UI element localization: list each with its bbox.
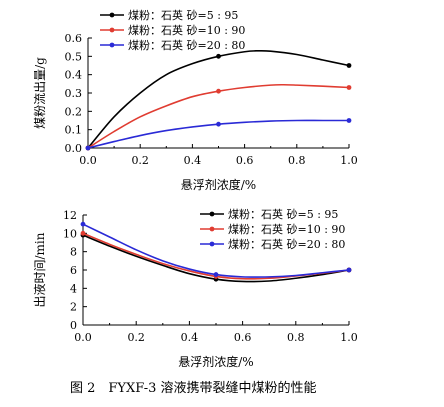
top-x-tick-label: 0.6 bbox=[236, 154, 254, 167]
bottom-x-tick-label: 0.2 bbox=[127, 331, 145, 344]
top-y-tick-label: 0.2 bbox=[65, 105, 83, 118]
top-y-tick-label: 0.4 bbox=[65, 69, 83, 82]
bottom-y-tick-label: 0 bbox=[70, 319, 77, 332]
top-x-tick-label: 1.0 bbox=[340, 154, 358, 167]
bottom-x-tick-label: 0.6 bbox=[234, 331, 252, 344]
top-data-point-2 bbox=[216, 88, 221, 94]
top-y-tick-label: 0.6 bbox=[65, 32, 83, 45]
top-y-axis-label: 煤粉流出量/g bbox=[33, 57, 47, 129]
chart-liquid-outflow-time: 0.0 0.2 0.4 0.6 0.8 1.0 0 2 4 6 8 10 12 悬浮剂浓度/% 出液时间/m… bbox=[32, 207, 358, 369]
top-y-tick-label: 0.3 bbox=[65, 87, 83, 100]
top-data-point-2 bbox=[346, 85, 352, 90]
top-legend-marker-2 bbox=[109, 27, 115, 33]
top-x-tick-label: 0.0 bbox=[79, 154, 97, 167]
bottom-legend-label-1: 煤粉：石英 砂=5 : 95 bbox=[228, 207, 338, 221]
top-legend-label-1: 煤粉：石英 砂=5 : 95 bbox=[128, 8, 238, 22]
bottom-y-tick-label: 10 bbox=[63, 227, 77, 240]
bottom-y-tick-label: 6 bbox=[70, 264, 77, 277]
figure-caption: 图 2 FYXF-3 溶液携带裂缝中煤粉的性能 bbox=[70, 380, 317, 396]
bottom-y-tick-label: 2 bbox=[70, 301, 77, 314]
top-y-tick-label: 0.0 bbox=[65, 142, 83, 155]
top-data-point-1 bbox=[216, 53, 221, 59]
bottom-y-tick-label: 8 bbox=[70, 246, 77, 259]
bottom-legend-marker-1 bbox=[209, 211, 215, 217]
top-x-tick-label: 0.4 bbox=[184, 154, 202, 167]
top-x-axis-label: 悬浮剂浓度/% bbox=[181, 177, 256, 192]
top-series-line-1 bbox=[87, 49, 350, 149]
top-data-point-3 bbox=[216, 121, 221, 127]
bottom-data-point-3 bbox=[346, 267, 352, 273]
top-series-line-2 bbox=[87, 83, 350, 149]
bottom-x-axis-label: 悬浮剂浓度/% bbox=[178, 354, 253, 369]
bottom-x-tick-label: 1.0 bbox=[340, 331, 358, 344]
bottom-data-point-2 bbox=[80, 230, 86, 236]
bottom-legend-marker-3 bbox=[209, 241, 215, 247]
bottom-x-tick-label: 0.8 bbox=[287, 331, 305, 344]
bottom-legend-label-2: 煤粉：石英 砂=10 : 90 bbox=[228, 222, 345, 236]
bottom-x-tick-label: 0.4 bbox=[181, 331, 199, 344]
top-data-point-3 bbox=[346, 118, 352, 123]
top-legend-label-2: 煤粉：石英 砂=10 : 90 bbox=[128, 23, 245, 37]
top-data-point-1 bbox=[346, 63, 352, 68]
bottom-y-tick-label: 4 bbox=[70, 282, 77, 295]
bottom-data-point-3 bbox=[80, 221, 86, 227]
top-y-tick-label: 0.5 bbox=[65, 50, 83, 63]
bottom-y-axis-label: 出液时间/min bbox=[32, 232, 47, 307]
top-data-point-3 bbox=[85, 145, 91, 151]
top-y-tick-label: 0.1 bbox=[65, 124, 83, 137]
top-x-tick-label: 0.8 bbox=[288, 154, 306, 167]
bottom-legend-label-3: 煤粉：石英 砂=20 : 80 bbox=[228, 237, 345, 251]
bottom-data-point-3 bbox=[213, 272, 219, 277]
bottom-legend-marker-2 bbox=[209, 226, 215, 232]
top-x-tick-label: 0.2 bbox=[131, 154, 149, 167]
bottom-x-tick-label: 0.0 bbox=[74, 331, 92, 344]
top-legend-marker-1 bbox=[109, 12, 115, 18]
top-legend-marker-3 bbox=[109, 42, 115, 48]
chart-coal-powder-outflow: 0.0 0.2 0.4 0.6 0.8 1.0 0.0 0.1 0.2 0.3 0.4 0.5 0.6 悬… bbox=[33, 8, 358, 192]
bottom-y-tick-label: 12 bbox=[63, 209, 77, 222]
top-legend-label-3: 煤粉：石英 砂=20 : 80 bbox=[128, 38, 245, 52]
